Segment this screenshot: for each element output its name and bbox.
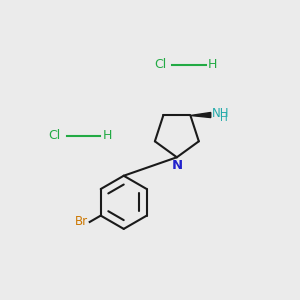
Text: NH: NH: [212, 107, 229, 120]
Text: H: H: [103, 129, 112, 142]
Text: Cl: Cl: [49, 129, 61, 142]
Text: Cl: Cl: [154, 58, 167, 71]
Polygon shape: [190, 112, 211, 118]
Text: N: N: [172, 159, 183, 172]
Text: H: H: [220, 113, 227, 123]
Text: H: H: [208, 58, 218, 71]
Text: Br: Br: [75, 215, 88, 228]
